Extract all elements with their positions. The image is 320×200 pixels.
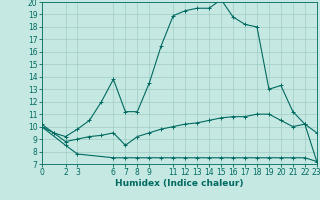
X-axis label: Humidex (Indice chaleur): Humidex (Indice chaleur) bbox=[115, 179, 244, 188]
